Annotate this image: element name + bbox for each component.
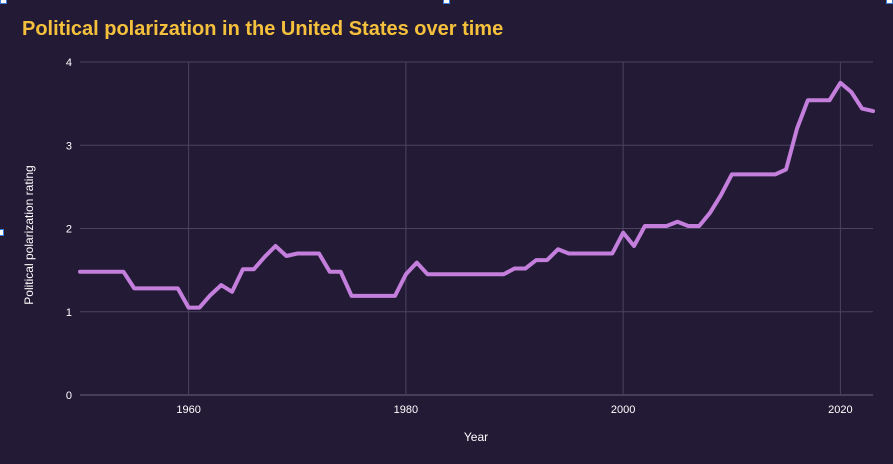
- resize-handle-top-left[interactable]: [0, 0, 7, 4]
- y-tick-label: 2: [66, 224, 72, 236]
- resize-handle-top-right[interactable]: [886, 0, 893, 4]
- grid-lines: [80, 61, 873, 396]
- resize-handle-left-middle[interactable]: [0, 229, 4, 236]
- x-tick-label: 2020: [828, 404, 852, 416]
- x-tick-label: 1960: [176, 404, 200, 416]
- tick-labels: 0 1 2 3 4 1960 1980 2000 2020: [66, 57, 853, 416]
- y-tick-label: 0: [66, 390, 72, 402]
- y-tick-label: 4: [66, 57, 72, 69]
- series-layer: [78, 80, 875, 310]
- y-axis-label: Political polarization rating: [22, 165, 36, 304]
- x-tick-label: 2000: [611, 404, 635, 416]
- series-line: [78, 80, 875, 310]
- x-tick-label: 1980: [394, 404, 418, 416]
- y-tick-label: 3: [66, 140, 72, 152]
- y-tick-label: 1: [66, 307, 72, 319]
- resize-handle-top-middle[interactable]: [443, 0, 450, 4]
- chart-title: Political polarization in the United Sta…: [22, 18, 504, 40]
- x-axis-label: Year: [464, 430, 488, 444]
